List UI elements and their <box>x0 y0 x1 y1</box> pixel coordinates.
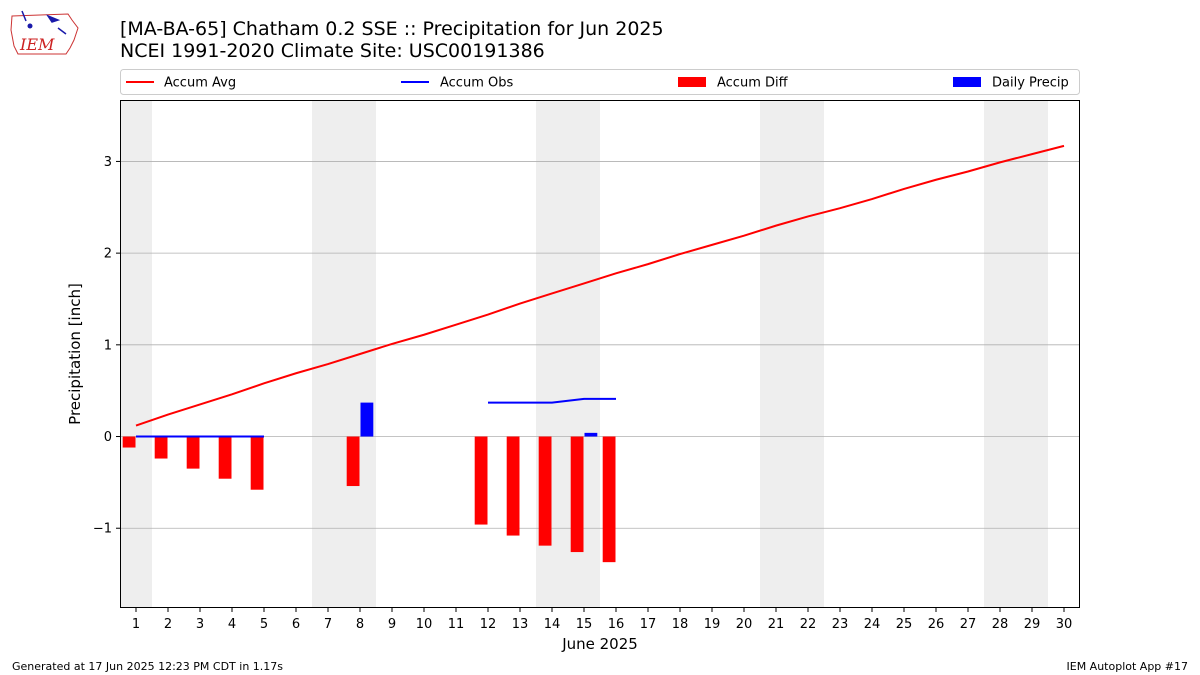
x-tick-label-3: 3 <box>196 617 204 632</box>
x-tick-label-20: 20 <box>736 617 753 632</box>
line-series <box>135 144 1065 438</box>
plot-frame <box>120 100 1080 608</box>
x-tick-label-23: 23 <box>832 617 849 632</box>
x-tick-label-6: 6 <box>292 617 300 632</box>
title-line-1: [MA-BA-65] Chatham 0.2 SSE :: Precipitat… <box>120 18 664 40</box>
x-tick-label-22: 22 <box>800 617 817 632</box>
generated-timestamp: Generated at 17 Jun 2025 12:23 PM CDT in… <box>12 660 284 673</box>
y-tick-label-2: 2 <box>104 247 112 262</box>
x-tick-label-29: 29 <box>1024 617 1041 632</box>
x-tick-label-15: 15 <box>576 617 593 632</box>
wind-vane-icon <box>21 10 67 35</box>
accum-diff-bar-day-12 <box>474 436 488 525</box>
legend-frame <box>120 69 1080 95</box>
x-tick-label-21: 21 <box>768 617 785 632</box>
weekend-band-day-22 <box>792 100 824 608</box>
weather-station-icon <box>27 23 33 29</box>
autoplot-app-label: IEM Autoplot App #17 <box>1066 660 1189 673</box>
legend-accum-obs-label: Accum Obs <box>440 76 513 91</box>
accum-diff-bar-day-3 <box>186 436 200 469</box>
accum-diff-bar-day-2 <box>154 436 168 459</box>
y-axis: −1 0 1 2 3 <box>93 155 120 537</box>
title-line-2: NCEI 1991-2020 Climate Site: USC00191386 <box>120 40 545 62</box>
gridlines <box>120 161 1080 529</box>
x-tick-label-27: 27 <box>960 617 977 632</box>
weekend-bands <box>120 100 1048 608</box>
y-tick-label--1: −1 <box>93 522 112 537</box>
x-tick-label-28: 28 <box>992 617 1009 632</box>
weekend-band-day-1 <box>120 100 152 608</box>
x-tick-label-5: 5 <box>260 617 268 632</box>
x-tick-label-13: 13 <box>512 617 529 632</box>
x-tick-label-4: 4 <box>228 617 236 632</box>
chart-title: [MA-BA-65] Chatham 0.2 SSE :: Precipitat… <box>120 18 664 62</box>
x-axis-title: June 2025 <box>561 635 638 653</box>
accum-diff-bar-day-14 <box>538 436 552 546</box>
x-tick-label-14: 14 <box>544 617 561 632</box>
x-tick-label-30: 30 <box>1056 617 1073 632</box>
x-tick-label-16: 16 <box>608 617 625 632</box>
y-tick-label-3: 3 <box>104 155 112 170</box>
legend-accum-diff-label: Accum Diff <box>717 76 789 91</box>
x-tick-label-7: 7 <box>324 617 332 632</box>
x-tick-label-26: 26 <box>928 617 945 632</box>
weekend-band-day-28 <box>984 100 1016 608</box>
legend: Accum Avg Accum Obs Accum Diff Daily Pre… <box>120 69 1080 95</box>
accum-diff-bar-day-15 <box>570 436 584 553</box>
weekend-band-day-21 <box>760 100 792 608</box>
legend-daily-precip-label: Daily Precip <box>992 76 1069 91</box>
accum-diff-bar-day-5 <box>250 436 264 490</box>
iowa-state-outline <box>10 13 79 55</box>
x-tick-label-25: 25 <box>896 617 913 632</box>
x-tick-label-1: 1 <box>132 617 140 632</box>
x-tick-label-19: 19 <box>704 617 721 632</box>
x-tick-label-8: 8 <box>356 617 364 632</box>
accum-diff-bar-day-4 <box>218 436 232 479</box>
legend-accum-avg-label: Accum Avg <box>164 76 236 91</box>
x-tick-label-17: 17 <box>640 617 657 632</box>
legend-accum-diff-swatch <box>678 77 706 87</box>
weekend-band-day-7 <box>312 100 344 608</box>
bar-series <box>122 402 616 563</box>
y-tick-label-1: 1 <box>104 338 112 353</box>
logo-text: IEM <box>19 35 55 54</box>
x-tick-label-11: 11 <box>448 617 465 632</box>
accum-diff-bar-day-16 <box>602 436 616 563</box>
accum-avg-line <box>135 144 1065 427</box>
x-axis: 1 2 3 4 5 6 7 8 9 10 11 12 13 14 15 16 17 18 19 20 21 22 23 24 2… <box>132 608 1072 632</box>
accum-diff-bar-day-1 <box>122 436 136 448</box>
iem-logo: IEM <box>10 10 79 55</box>
x-tick-label-2: 2 <box>164 617 172 632</box>
x-tick-label-24: 24 <box>864 617 881 632</box>
x-tick-label-10: 10 <box>416 617 433 632</box>
x-tick-label-12: 12 <box>480 617 497 632</box>
weekend-band-day-29 <box>1016 100 1048 608</box>
accum-diff-bar-day-8 <box>346 436 360 487</box>
legend-daily-precip-swatch <box>953 77 981 87</box>
daily-precip-bar-day-8 <box>360 402 374 437</box>
x-tick-label-9: 9 <box>388 617 396 632</box>
x-tick-label-18: 18 <box>672 617 689 632</box>
daily-precip-bar-day-15 <box>584 432 598 437</box>
accum-obs-line-segment-2 <box>488 397 616 404</box>
y-axis-title: Precipitation [inch] <box>66 283 84 425</box>
accum-diff-bar-day-13 <box>506 436 520 536</box>
y-tick-label-0: 0 <box>104 430 112 445</box>
